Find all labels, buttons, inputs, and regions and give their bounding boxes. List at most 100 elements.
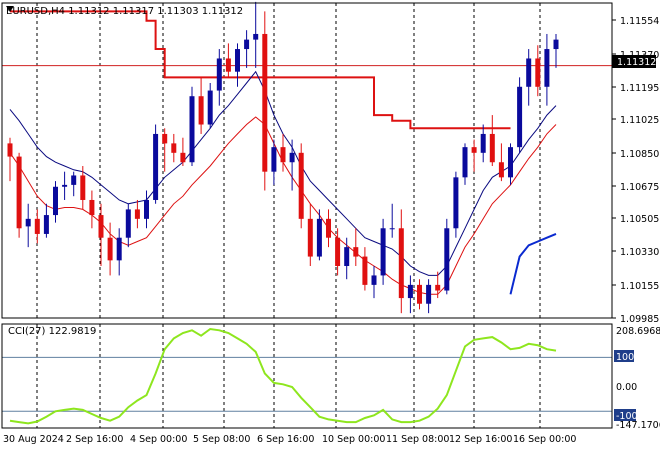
candle (517, 77, 523, 153)
candle (280, 133, 286, 172)
candle-body (426, 284, 432, 304)
candle (144, 190, 149, 229)
price-tick-label: 1.10330 (620, 247, 659, 258)
candle-body (207, 90, 213, 125)
candle (298, 143, 304, 229)
candle-body (335, 237, 341, 267)
time-axis-label: 11 Sep 08:00 (386, 434, 449, 445)
candle-body (134, 209, 140, 219)
candle-body (553, 39, 559, 50)
candle-body (53, 186, 58, 216)
candle (489, 115, 495, 167)
candle-body (62, 184, 68, 187)
candle (417, 279, 422, 310)
cci-tick-label: -147.1706 (616, 420, 660, 431)
candle-body (298, 152, 304, 219)
candle-body (153, 133, 159, 200)
candle-body (162, 133, 168, 144)
candle (498, 143, 504, 182)
candle (389, 203, 395, 238)
cci-line (9, 327, 557, 425)
candle (71, 171, 77, 197)
blue-stop-segment (509, 232, 557, 295)
cci-tick-label: -100 (616, 411, 638, 422)
candle-body (171, 143, 177, 153)
candle (253, 1, 259, 68)
candle-body (526, 58, 532, 87)
fast-moving-average (9, 70, 557, 276)
cci-100-tag (614, 350, 634, 362)
candle (544, 33, 550, 106)
candle (435, 271, 441, 299)
candle-body (116, 237, 122, 261)
candle-body (16, 156, 22, 229)
candle (16, 152, 22, 238)
candle (407, 275, 413, 314)
candle-body (189, 96, 195, 163)
candle-body (289, 152, 295, 163)
candle-body (98, 215, 104, 238)
candle (34, 209, 40, 244)
time-axis-label: 30 Aug 2024 (3, 434, 64, 445)
candle-body (480, 133, 486, 153)
candle-body (517, 86, 523, 148)
candle (462, 143, 468, 185)
candle-body (107, 237, 113, 261)
candle (426, 279, 432, 314)
candle (216, 49, 222, 106)
candle-body (144, 199, 149, 219)
candle-body (453, 177, 459, 229)
candle (444, 218, 450, 295)
price-tick-label: 1.11370 (620, 50, 659, 61)
cci-minus100-tag (614, 409, 636, 421)
cci-tick-label: 0.00 (616, 382, 637, 393)
cci-max-tag (614, 322, 658, 334)
symbol-header: EURUSD,H4 1.11312 1.11317 1.11303 1.1131… (6, 6, 243, 17)
candle-body (353, 247, 359, 257)
candle-body (225, 58, 231, 72)
price-tick-label: 1.10675 (620, 182, 659, 193)
candle (153, 124, 159, 204)
candle (225, 43, 231, 78)
candle-body (307, 218, 313, 257)
candle-body (89, 199, 95, 216)
candle (180, 137, 186, 167)
candle (289, 139, 295, 191)
candle (262, 11, 268, 191)
candle (535, 45, 541, 97)
candle (162, 128, 168, 172)
candle-body (489, 133, 495, 163)
candle (244, 30, 250, 68)
candle (207, 83, 213, 129)
header-triangle-icon (6, 6, 14, 12)
cci-label: CCI(27) 122.9819 (8, 326, 96, 337)
candle-body (389, 228, 395, 230)
trailing-stop-path (10, 10, 511, 130)
time-axis-label: 5 Sep 08:00 (193, 434, 250, 445)
candle-body (198, 96, 204, 125)
fast-ma-path (9, 70, 557, 276)
candle (508, 143, 513, 185)
candle (316, 209, 322, 261)
candle-body (435, 284, 441, 291)
candle (453, 171, 459, 238)
candle (526, 49, 532, 106)
candle (98, 203, 104, 267)
candle-body (235, 49, 240, 72)
price-tick-label: 1.11554 (620, 16, 659, 27)
cci-path (9, 327, 557, 425)
current-price-tag (612, 55, 656, 68)
candle (53, 181, 58, 223)
candle-body (262, 33, 268, 172)
candlestick-series (7, 1, 559, 314)
candle-body (316, 218, 322, 257)
candle-body (444, 228, 450, 291)
candle (62, 171, 68, 200)
cci-tick-label: 100 (616, 352, 634, 363)
candle-body (7, 143, 13, 157)
candle (7, 137, 13, 182)
candle-body (125, 209, 131, 238)
candle-body (498, 162, 504, 178)
candle-body (253, 33, 259, 40)
